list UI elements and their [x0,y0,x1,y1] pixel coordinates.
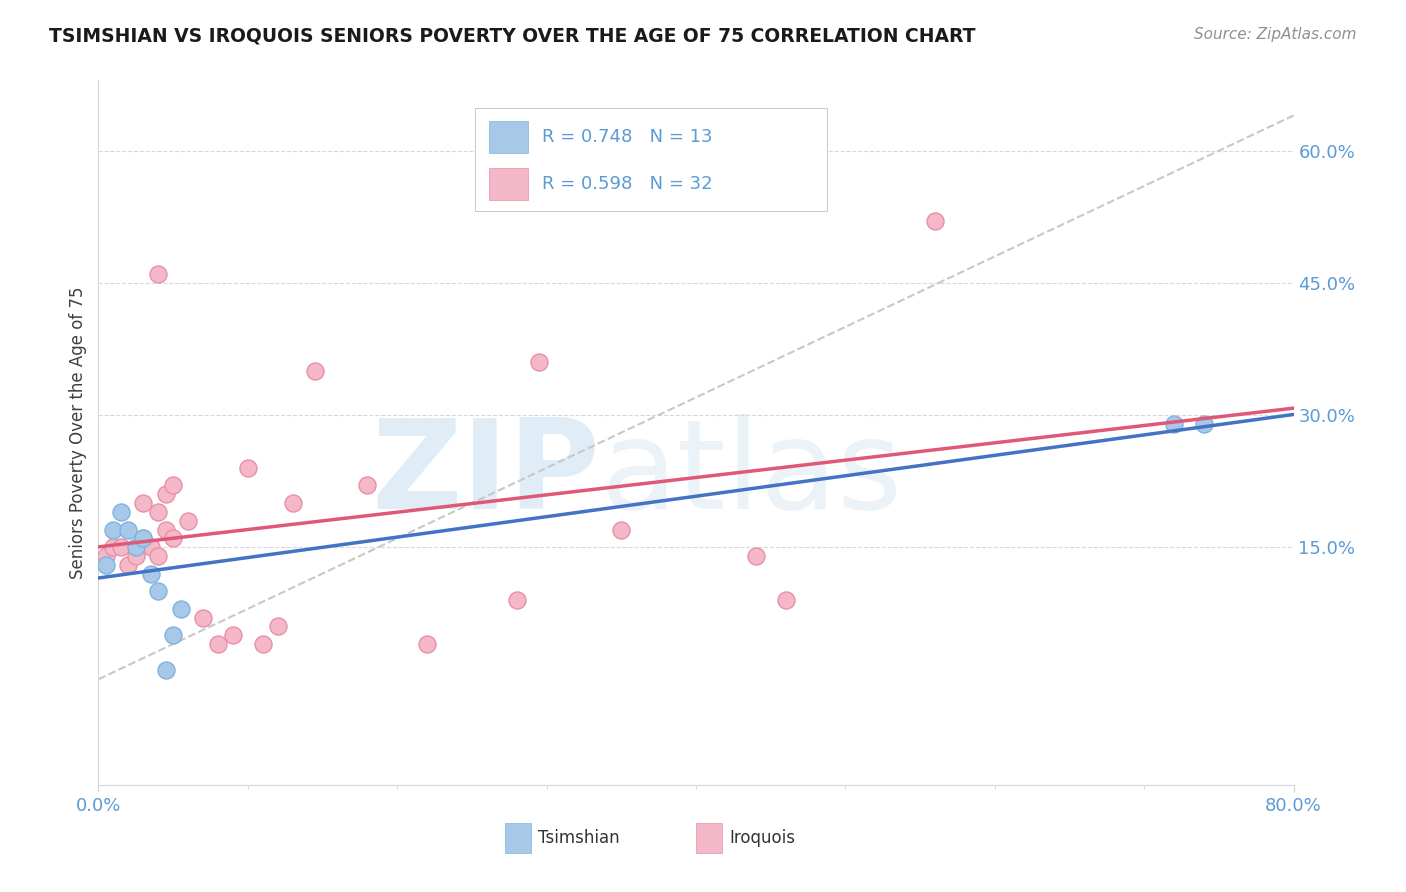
Point [191,610,214,624]
Point [527,355,550,369]
Point [281,496,304,510]
Point [207,637,229,651]
Point [924,214,946,228]
Point [610,523,633,537]
Point [775,593,797,607]
Y-axis label: Seniors Poverty Over the Age of 75: Seniors Poverty Over the Age of 75 [69,286,87,579]
Point [267,619,290,633]
Point [1163,417,1185,431]
Point [148,267,170,281]
Point [162,478,184,492]
Point [162,531,184,545]
Point [139,540,162,554]
Point [506,593,529,607]
Text: R = 0.598   N = 32: R = 0.598 N = 32 [541,175,713,193]
Text: atlas: atlas [600,415,903,535]
Point [125,540,148,554]
Text: TSIMSHIAN VS IROQUOIS SENIORS POVERTY OVER THE AGE OF 75 CORRELATION CHART: TSIMSHIAN VS IROQUOIS SENIORS POVERTY OV… [49,27,976,45]
Point [110,540,132,554]
FancyBboxPatch shape [489,168,527,201]
FancyBboxPatch shape [489,120,527,153]
Point [162,628,184,642]
Point [148,505,170,519]
Point [745,549,768,563]
Text: Tsimshian: Tsimshian [538,829,620,847]
Point [94,558,117,572]
Point [132,531,155,545]
Point [155,523,177,537]
Point [1192,417,1215,431]
Point [416,637,439,651]
Text: Iroquois: Iroquois [730,829,796,847]
Point [222,628,245,642]
Point [103,540,125,554]
Point [117,558,139,572]
FancyBboxPatch shape [696,823,723,853]
Point [148,584,170,599]
Text: R = 0.748   N = 13: R = 0.748 N = 13 [541,128,713,146]
Point [304,364,326,378]
Point [139,566,162,581]
Text: ZIP: ZIP [371,415,600,535]
Point [148,549,170,563]
Point [125,549,148,563]
Point [94,549,117,563]
Point [132,496,155,510]
Point [117,523,139,537]
Point [103,523,125,537]
Point [252,637,274,651]
Point [110,505,132,519]
Point [169,601,191,615]
FancyBboxPatch shape [505,823,531,853]
Point [132,531,155,545]
Text: Source: ZipAtlas.com: Source: ZipAtlas.com [1194,27,1357,42]
Point [155,487,177,501]
Point [356,478,378,492]
Point [177,514,200,528]
Point [155,664,177,678]
Point [236,460,259,475]
FancyBboxPatch shape [475,109,827,211]
